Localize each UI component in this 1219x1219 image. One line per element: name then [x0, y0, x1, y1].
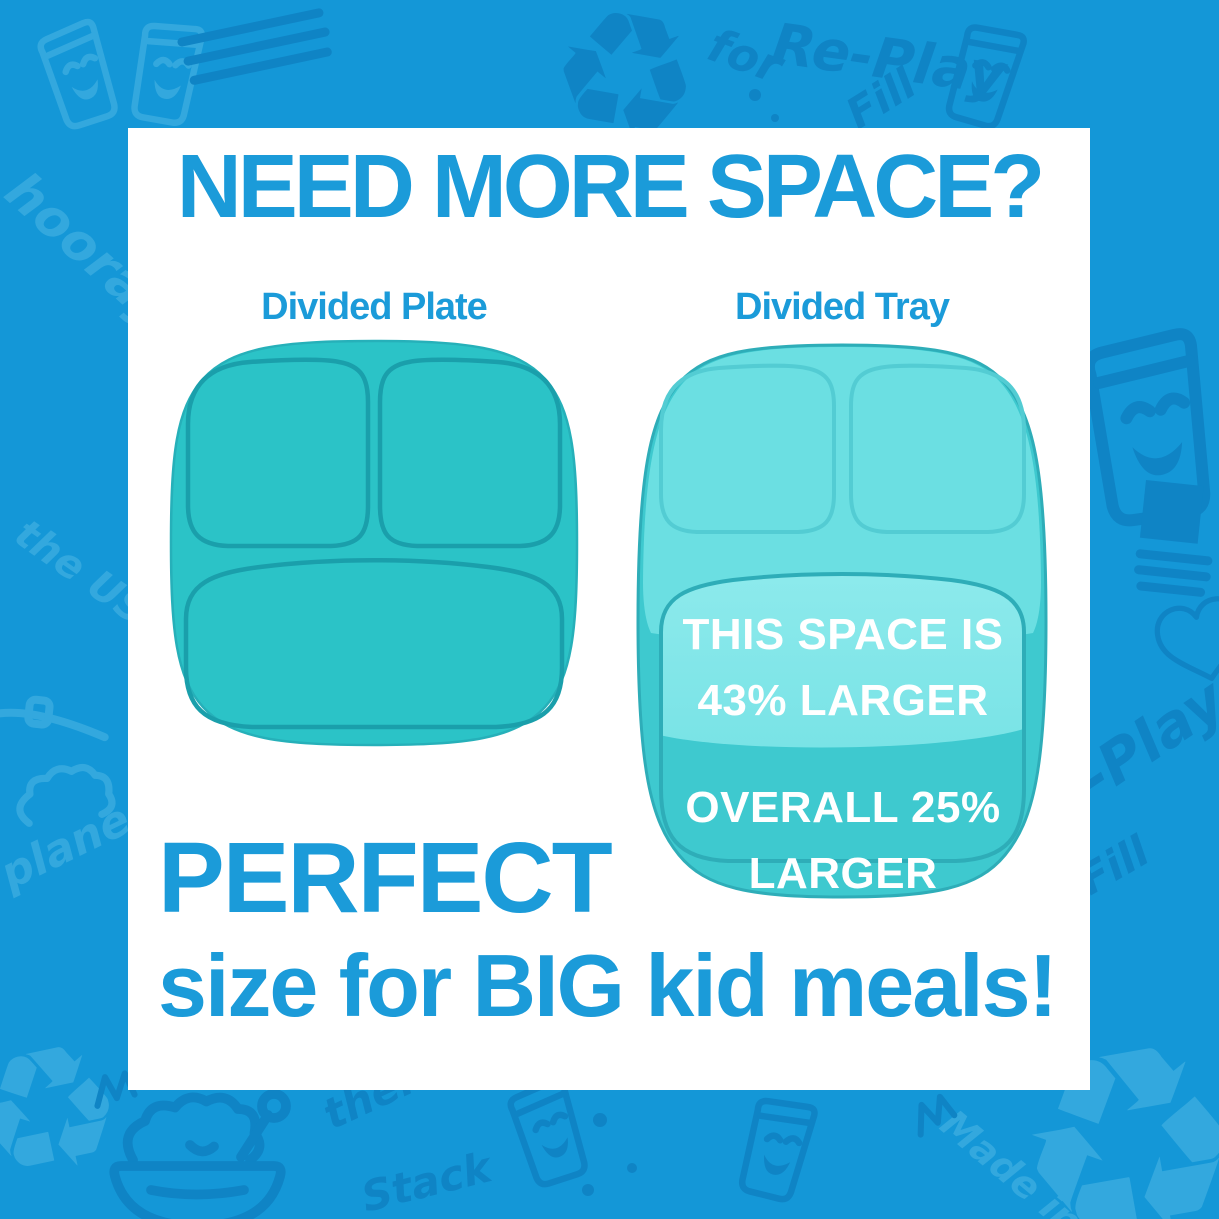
headline: NEED MORE SPACE?	[176, 137, 1045, 237]
smiling-cup-icon	[507, 1078, 590, 1187]
tray-overall-callout-line1: OVERALL 25%	[685, 783, 1001, 832]
smiling-cup-icon	[37, 20, 120, 129]
tray-label: Divided Tray	[735, 286, 950, 328]
divided-plate-illustration	[169, 339, 579, 747]
spoon-icon	[0, 695, 108, 737]
doodle-dot	[771, 114, 779, 122]
plate-compartment-top-right	[377, 357, 563, 549]
doodle-dot	[627, 1163, 637, 1173]
tray-space-callout-line1: THIS SPACE IS	[682, 610, 1004, 659]
plate-label: Divided Plate	[261, 286, 488, 328]
tray-space-callout: THIS SPACE IS 43% LARGER	[655, 602, 1031, 734]
tray-overall-callout: OVERALL 25% LARGER	[655, 775, 1031, 907]
content-card: NEED MORE SPACE? Divided Plate Divided T…	[128, 128, 1090, 1090]
plate-body	[169, 339, 579, 747]
plate-compartment-bottom	[183, 558, 565, 730]
ice-cream-bowl-icon	[114, 1094, 286, 1219]
tray-compartment-top-left	[659, 363, 836, 534]
tray-compartment-top-right	[849, 363, 1026, 534]
tray-top-surface	[643, 347, 1041, 643]
doodle-dot	[593, 1113, 607, 1127]
tray-bottom-highlight	[661, 574, 1024, 748]
doodle-word-stack: Stack	[357, 1142, 499, 1219]
doodle-dot	[582, 1184, 594, 1196]
footer-tagline: size for BIG kid meals!	[158, 936, 1058, 1035]
tray-space-callout-line2: 43% LARGER	[697, 676, 989, 725]
tray-overall-callout-line2: LARGER	[748, 849, 938, 898]
divided-tray-illustration	[636, 343, 1048, 899]
plate-compartment-top-left	[185, 357, 371, 549]
footer-emphasis: PERFECT	[158, 822, 613, 934]
smiling-cup-icon	[738, 1095, 816, 1202]
doodle-dot	[749, 89, 761, 101]
speed-lines-icon	[182, 12, 329, 81]
tray-compartment-bottom	[659, 572, 1026, 863]
